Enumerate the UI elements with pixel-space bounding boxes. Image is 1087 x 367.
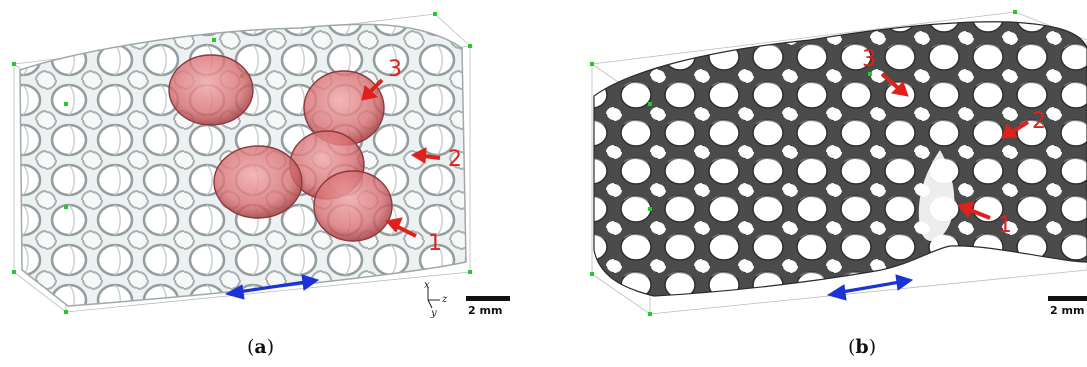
red-arrows: [880, 72, 1030, 220]
blue-double-arrow: [826, 274, 914, 301]
caption-letter: b: [855, 336, 869, 358]
panel-b: 1 2 3 2 mm (b): [570, 0, 1087, 367]
caption-letter: a: [254, 336, 267, 358]
marker-3-label: 3: [388, 57, 402, 82]
panel-a: 1 2 3 x z y 2 mm (a): [0, 0, 520, 367]
foam-structure: [593, 21, 1087, 297]
scale-bar: [466, 296, 510, 301]
panel-a-caption: (a): [247, 336, 274, 358]
scale-bar-label: 2 mm: [468, 304, 502, 317]
panel-b-render: 1 2 3 2 mm: [590, 10, 1087, 317]
red-arrows: [361, 78, 441, 238]
arrow-1: [957, 201, 991, 220]
caption-open: (: [848, 336, 856, 358]
marker-2-label: 2: [1032, 109, 1046, 134]
marker-1-label: 1: [428, 231, 442, 256]
arrow-1: [385, 217, 417, 238]
marker-1-label: 1: [998, 213, 1012, 238]
corner-markers: [590, 10, 1017, 316]
marker-3-label: 3: [862, 47, 876, 72]
axis-label-x: x: [424, 280, 430, 291]
bubble: [313, 170, 393, 242]
bubble: [213, 145, 303, 219]
axis-triad: [427, 287, 440, 309]
arrow-3: [880, 72, 909, 97]
panel-a-render: 1 2 3 x z y 2 mm: [12, 12, 510, 319]
axis-label-z: z: [441, 294, 448, 305]
blue-double-arrow: [224, 274, 320, 300]
marker-2-label: 2: [448, 147, 462, 172]
arrow-2: [410, 147, 441, 164]
foam-gap: [918, 150, 955, 241]
bubble: [168, 54, 254, 126]
caption-close: ): [266, 336, 275, 358]
scale-bar: [1048, 296, 1087, 301]
arrow-3: [361, 78, 384, 101]
panel-b-caption: (b): [848, 336, 876, 358]
caption-close: ): [868, 336, 877, 358]
arrow-2: [1001, 120, 1030, 139]
caption-open: (: [247, 336, 255, 358]
axis-label-y: y: [430, 308, 437, 319]
scale-bar-label: 2 mm: [1050, 304, 1084, 317]
